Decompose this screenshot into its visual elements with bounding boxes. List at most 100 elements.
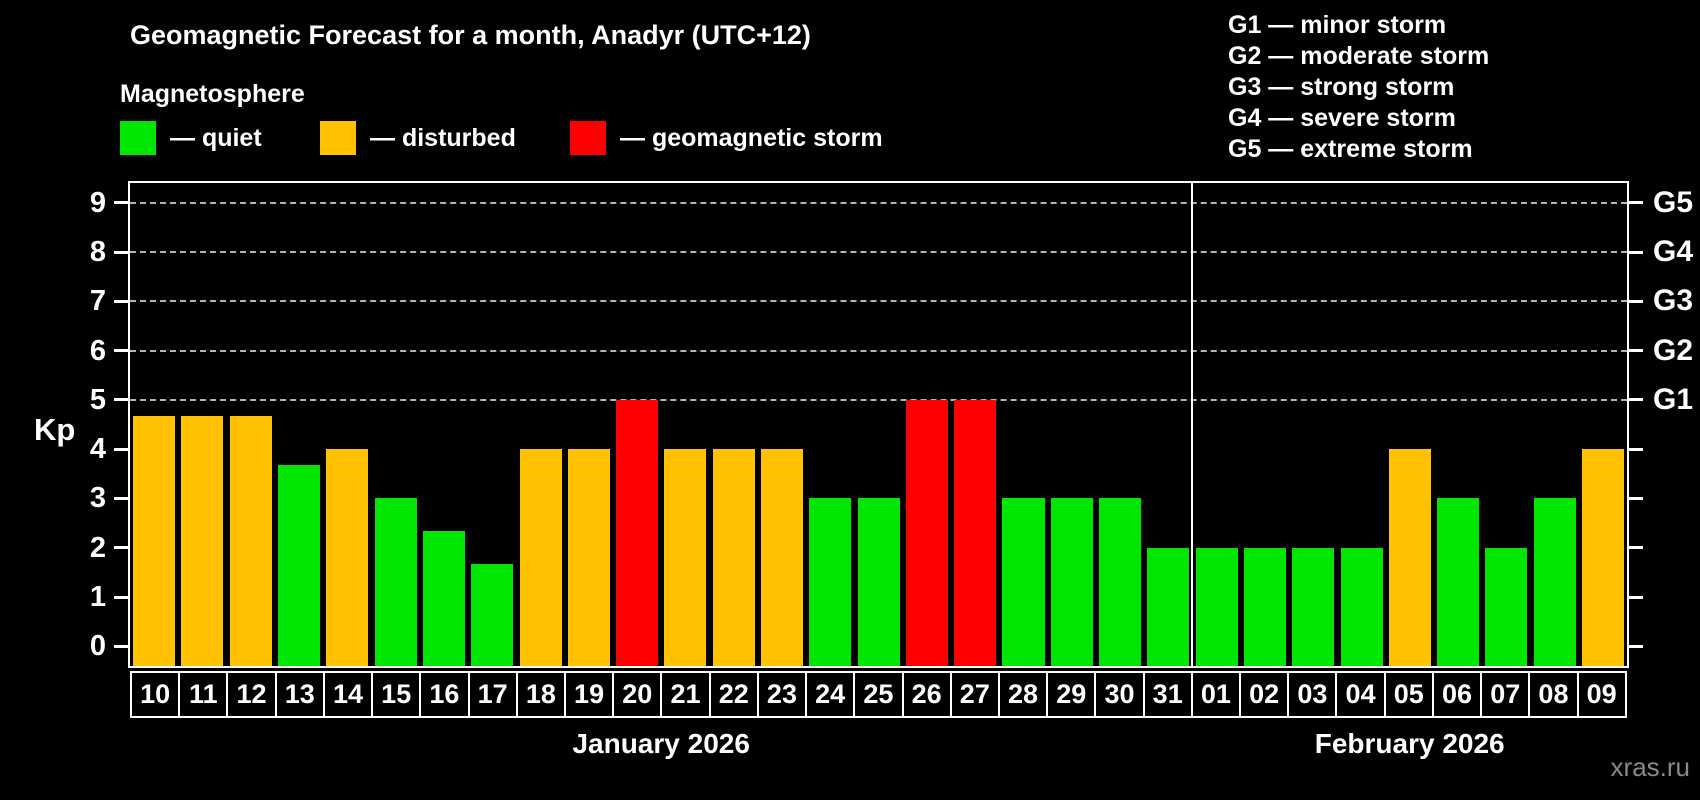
bar-slot-day-06 (1434, 183, 1482, 666)
day-label: 21 (660, 671, 711, 718)
right-axis-tick (1629, 595, 1643, 599)
day-label: 07 (1480, 671, 1531, 718)
storm-scale-line: G2 — moderate storm (1228, 42, 1490, 70)
kp-bars-container (130, 183, 1627, 666)
day-label: 20 (612, 671, 663, 718)
bar-slot-day-07 (1482, 183, 1530, 666)
right-axis-tick (1629, 201, 1643, 205)
kp-bar (326, 449, 369, 666)
bar-slot-day-28 (999, 183, 1047, 666)
bar-slot-day-29 (1048, 183, 1096, 666)
kp-bar (1340, 547, 1383, 666)
day-label: 12 (226, 671, 277, 718)
bar-slot-day-14 (323, 183, 371, 666)
kp-bar (809, 498, 852, 666)
day-label: 26 (901, 671, 952, 718)
legend-item-label: — disturbed (370, 123, 516, 152)
g-scale-label: G2 (1653, 333, 1694, 367)
day-label: 25 (853, 671, 904, 718)
month-label-january: January 2026 (572, 728, 750, 759)
legend-item-storm: — geomagnetic storm (570, 120, 883, 156)
kp-bar (422, 531, 465, 666)
right-axis-tick (1629, 299, 1643, 303)
day-label: 11 (178, 671, 229, 718)
day-label: 19 (563, 671, 615, 718)
bar-slot-day-18 (516, 183, 564, 666)
bar-slot-day-31 (1144, 183, 1192, 666)
day-label: 01 (1190, 671, 1242, 718)
plot-frame (128, 181, 1629, 668)
kp-bar (905, 399, 948, 666)
day-label: 13 (274, 671, 325, 718)
bar-slot-day-03 (1289, 183, 1337, 666)
kp-bar (471, 563, 514, 666)
day-label: 28 (997, 671, 1049, 718)
kp-bar (761, 449, 804, 666)
day-label: 23 (756, 671, 808, 718)
storm-swatch-icon (570, 121, 606, 155)
watermark: xras.ru (1610, 752, 1690, 782)
right-axis-tick (1629, 398, 1643, 402)
y-axis-title: Kp (34, 411, 76, 447)
day-label: 04 (1335, 671, 1386, 718)
legend-item-quiet: — quiet (120, 120, 262, 156)
y-tick-label: 5 (89, 383, 106, 416)
day-label: 06 (1431, 671, 1483, 718)
kp-bar (1437, 498, 1480, 666)
bar-slot-day-01 (1193, 183, 1241, 666)
kp-bar (1292, 547, 1335, 666)
y-tick-label: 7 (89, 285, 106, 318)
kp-bar (712, 449, 755, 666)
y-tick-label: 0 (89, 630, 106, 663)
right-axis-tick (1629, 447, 1643, 451)
y-tick-label: 2 (89, 531, 106, 564)
y-axis-tick (114, 299, 128, 303)
g-scale-label: G5 (1653, 185, 1694, 219)
day-label: 09 (1576, 671, 1627, 718)
day-label: 15 (371, 671, 422, 718)
bar-slot-day-20 (613, 183, 661, 666)
day-label: 24 (805, 671, 856, 718)
y-axis-tick (114, 546, 128, 550)
storm-scale-line: G3 — strong storm (1228, 73, 1455, 101)
kp-bar (1195, 547, 1238, 666)
bar-slot-day-12 (227, 183, 275, 666)
bar-slot-day-11 (178, 183, 226, 666)
month-separator (1191, 183, 1194, 666)
kp-bar (1002, 498, 1045, 666)
gridline-kp5 (130, 398, 1627, 401)
day-label: 10 (130, 671, 181, 718)
kp-bar (857, 498, 900, 666)
kp-bar (616, 399, 659, 666)
kp-bar (954, 399, 997, 666)
day-label: 14 (322, 671, 374, 718)
right-axis-tick (1629, 496, 1643, 500)
kp-bar (1243, 547, 1286, 666)
bar-slot-day-04 (1337, 183, 1385, 666)
bar-slot-day-02 (1241, 183, 1289, 666)
y-tick-label: 3 (89, 482, 106, 515)
right-axis-tick (1629, 644, 1643, 648)
bar-slot-day-15 (371, 183, 419, 666)
day-label: 03 (1287, 671, 1338, 718)
kp-bar (1582, 449, 1625, 666)
kp-bar (1533, 498, 1576, 666)
kp-bar (374, 498, 417, 666)
bar-slot-day-08 (1531, 183, 1579, 666)
bar-slot-day-24 (806, 183, 854, 666)
kp-bar (1485, 547, 1528, 666)
y-tick-label: 1 (89, 581, 106, 613)
kp-bar (1388, 449, 1431, 666)
legend-item-disturbed: — disturbed (320, 120, 516, 156)
kp-bar (519, 449, 562, 666)
kp-bar (181, 416, 224, 666)
y-axis-tick (114, 349, 128, 353)
month-label-february: February 2026 (1314, 728, 1505, 759)
y-axis-tick (114, 595, 128, 599)
y-axis-tick (114, 201, 128, 205)
disturbed-swatch-icon (320, 121, 356, 155)
storm-scale-legend: G1 — minor storm G2 — moderate storm G3 … (1228, 10, 1489, 165)
gridline-kp7 (130, 300, 1627, 303)
gridline-kp9 (130, 201, 1627, 204)
bar-slot-day-25 (854, 183, 902, 666)
